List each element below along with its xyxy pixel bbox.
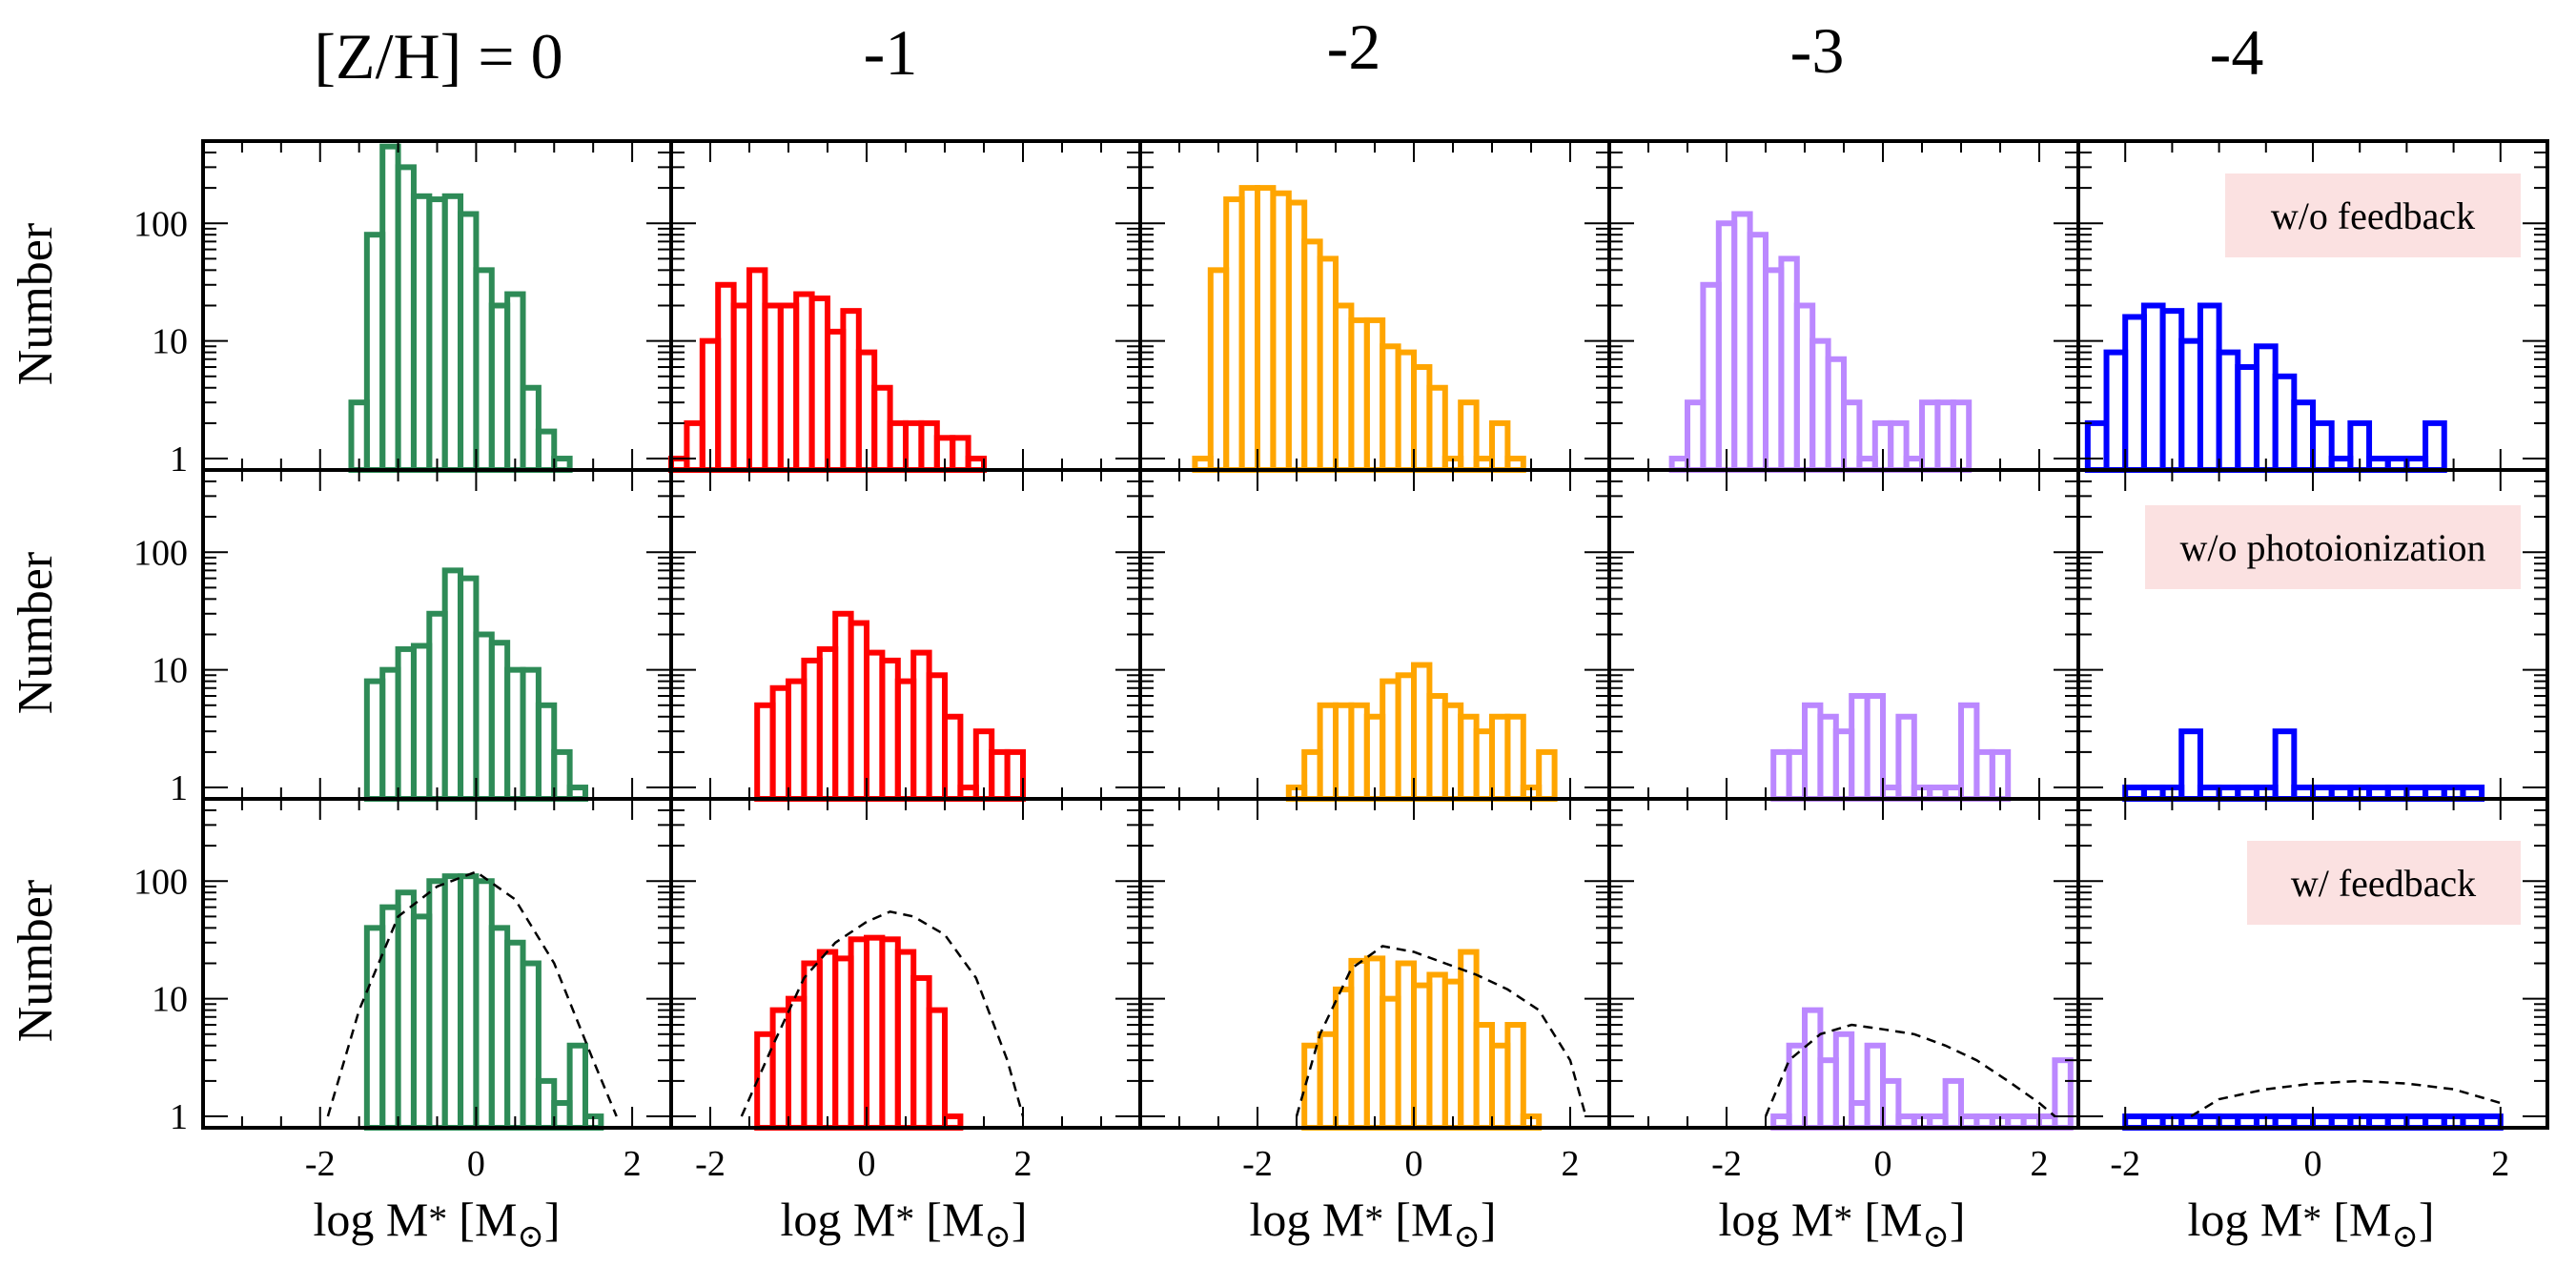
panel-r1-c1: 1 10 100: [133, 139, 673, 480]
panel-r1-c2: [668, 139, 1142, 474]
panel-frame: [1138, 797, 1611, 1130]
panel-frame: [1607, 797, 2080, 1130]
panel-frame: [201, 468, 673, 801]
x-tick-label: 2: [2491, 1144, 2509, 1184]
panel-r1-c3: [1138, 139, 1611, 474]
label-box-row-2: [2145, 505, 2521, 589]
column-title-z-3: -3: [1790, 14, 1845, 87]
label-with-feedback: w/ feedback: [2291, 862, 2476, 905]
x-tick-label: 0: [858, 1144, 876, 1184]
label-without-photoionization: w/o photoionization: [2179, 526, 2485, 569]
y-tick-label: 1: [170, 439, 188, 480]
fit-curve: [740, 909, 1025, 1117]
panel-r2-c3: [1138, 468, 1611, 803]
column-title-z-2: -2: [1327, 10, 1381, 83]
y-tick-label: 100: [133, 533, 188, 573]
x-axis-label-col-4: log M* [M⊙]: [1718, 1193, 1965, 1255]
panel-frame: [201, 797, 673, 1130]
panel-r3-c1: 1 10 100 -2 0 2: [133, 797, 673, 1184]
fit-curve: [2190, 1079, 2502, 1118]
label-box-row-3: [2247, 841, 2521, 925]
x-tick-label: -2: [305, 1144, 336, 1184]
y-axis-label-row-3: Number: [9, 880, 63, 1042]
x-tick-label: 2: [1562, 1144, 1580, 1184]
x-tick-label: -2: [695, 1144, 726, 1184]
panel-r2-c4: [1607, 468, 2080, 803]
x-axis-label-col-1: log M* [M⊙]: [313, 1193, 560, 1255]
panel-r2-c1: 1 10 100: [133, 468, 673, 808]
fit-curve: [1295, 945, 1587, 1117]
hist-bar: [1504, 1022, 1526, 1132]
y-tick-label: 10: [152, 980, 188, 1020]
x-tick-label: -2: [2110, 1144, 2140, 1184]
hist-bar: [2423, 419, 2447, 473]
y-axis-label-row-1: Number: [9, 223, 63, 385]
panel-frame: [2076, 797, 2549, 1130]
x-tick-label: 0: [2304, 1144, 2322, 1184]
y-tick-label: 1: [170, 1097, 188, 1137]
panel-r3-c2: -2 0 2: [669, 797, 1142, 1184]
y-tick-label: 100: [133, 862, 188, 902]
x-tick-label: -2: [1711, 1144, 1742, 1184]
fit-curve: [326, 870, 618, 1117]
panel-r3-c3: -2 0 2: [1138, 797, 1611, 1184]
x-tick-label: 2: [1014, 1144, 1032, 1184]
panel-r2-c2: [669, 468, 1142, 803]
panel-frame: [669, 468, 1142, 801]
label-without-feedback: w/o feedback: [2271, 194, 2475, 237]
y-tick-label: 10: [152, 322, 188, 362]
x-tick-label: 0: [1405, 1144, 1423, 1184]
column-title-z-1: -1: [864, 16, 918, 89]
panel-r3-c5: -2 0 2: [2076, 797, 2549, 1184]
x-axis-label-col-5: log M* [M⊙]: [2187, 1193, 2434, 1255]
x-tick-label: 0: [467, 1144, 485, 1184]
x-tick-label: 2: [624, 1144, 642, 1184]
panel-frame: [669, 797, 1142, 1130]
hist-bar: [1864, 693, 1886, 802]
column-title-z-4: -4: [2210, 16, 2264, 89]
hist-bar: [2052, 1057, 2074, 1131]
x-axis-label-col-2: log M* [M⊙]: [780, 1193, 1027, 1255]
panel-r3-c4: -2 0 2: [1607, 797, 2080, 1184]
hist-bar: [926, 1007, 948, 1131]
hist-bar: [1536, 748, 1558, 803]
x-tick-label: 0: [1874, 1144, 1892, 1184]
y-tick-label: 100: [133, 204, 188, 244]
x-tick-label: -2: [1242, 1144, 1273, 1184]
x-axis-label-col-3: log M* [M⊙]: [1249, 1193, 1496, 1255]
panel-r1-c4: [1607, 139, 2080, 474]
x-tick-label: 2: [2031, 1144, 2049, 1184]
y-tick-label: 10: [152, 651, 188, 691]
hist-bar: [1004, 748, 1026, 803]
panel-frame: [201, 139, 673, 472]
fit-curve: [1764, 1023, 2056, 1117]
y-tick-label: 1: [170, 768, 188, 808]
column-title-z0: [Z/H] = 0: [314, 20, 562, 92]
label-box-row-1: [2225, 174, 2521, 257]
y-axis-label-row-2: Number: [9, 552, 63, 714]
